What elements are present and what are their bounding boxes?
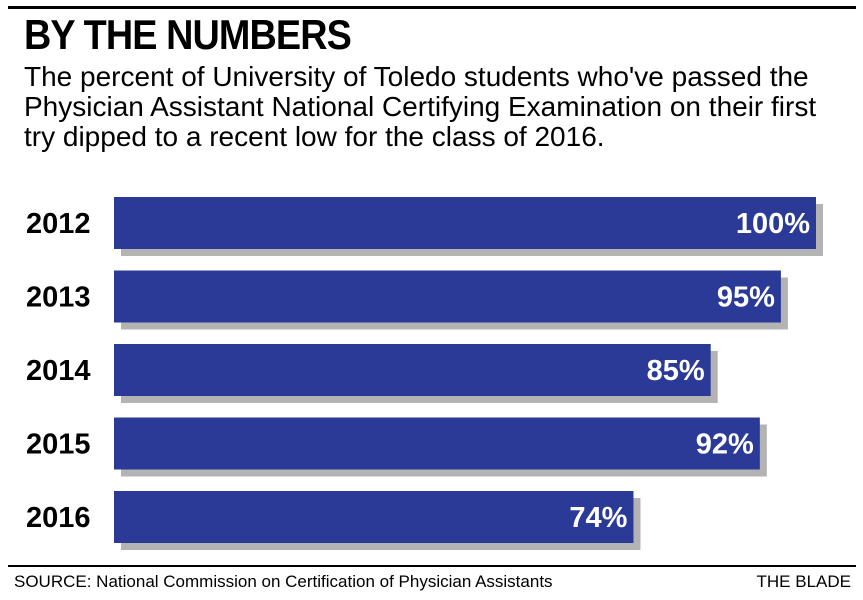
bar-2012 bbox=[114, 197, 816, 249]
category-label-2015: 2015 bbox=[26, 429, 91, 461]
value-label-2015: 92% bbox=[696, 429, 754, 461]
bar-2014 bbox=[114, 344, 711, 396]
headline: BY THE NUMBERS bbox=[24, 11, 352, 58]
subhead: The percent of University of Toledo stud… bbox=[24, 61, 817, 152]
source-note: SOURCE: National Commission on Certifica… bbox=[14, 572, 553, 591]
bottom-rule bbox=[8, 565, 856, 567]
publication-credit: THE BLADE bbox=[756, 572, 851, 591]
bar-2013 bbox=[114, 270, 781, 323]
category-label-2016: 2016 bbox=[26, 502, 91, 534]
value-label-2016: 74% bbox=[569, 502, 627, 534]
value-label-2014: 85% bbox=[647, 355, 705, 387]
value-label-2013: 95% bbox=[717, 282, 775, 314]
top-rule bbox=[8, 6, 856, 9]
category-label-2013: 2013 bbox=[26, 282, 91, 314]
bar-2016 bbox=[114, 491, 634, 543]
category-label-2012: 2012 bbox=[26, 208, 91, 240]
category-label-2014: 2014 bbox=[26, 355, 91, 387]
bar-2015 bbox=[114, 417, 760, 470]
value-label-2012: 100% bbox=[736, 208, 810, 240]
